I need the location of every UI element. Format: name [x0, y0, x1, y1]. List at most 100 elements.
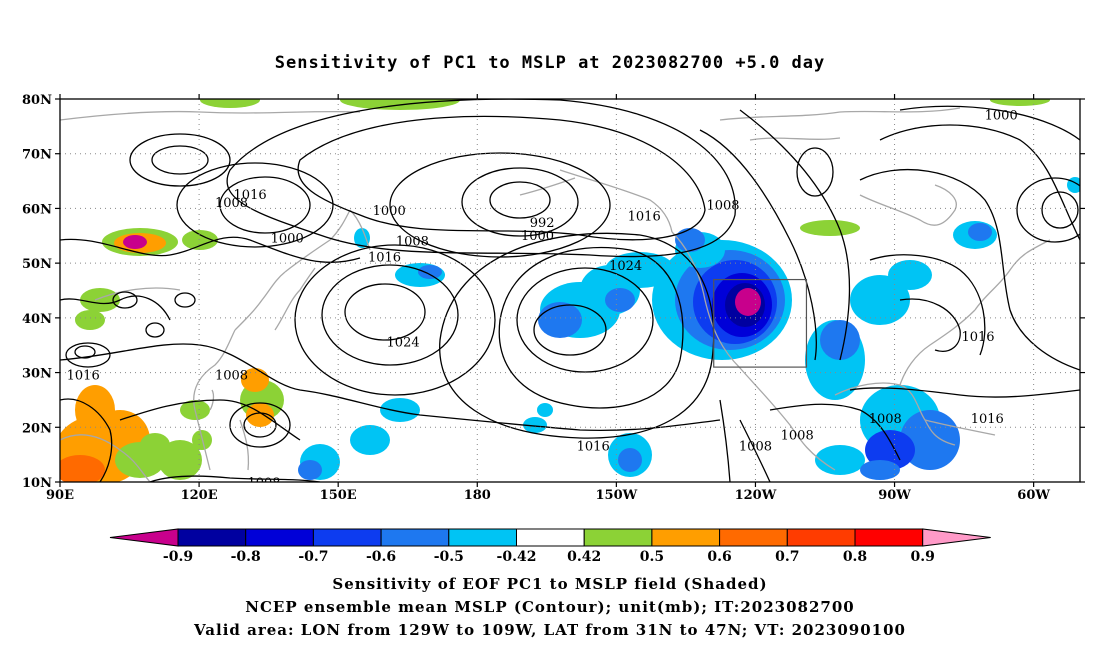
map-frame: [59, 98, 1081, 483]
colorbar-swatch: [312, 528, 382, 547]
contour-label: 1016: [961, 330, 994, 345]
shade-blob: [735, 288, 761, 316]
colorbar-swatch: [177, 528, 247, 547]
shade-blob: [340, 99, 460, 110]
caption-line-3: Valid area: LON from 129W to 109W, LAT f…: [193, 621, 906, 639]
colorbar-swatch: [854, 528, 924, 547]
contour-label: 1008: [739, 439, 772, 454]
shade-blob: [537, 403, 553, 417]
shade-blob: [140, 433, 170, 457]
colorbar-label: -0.6: [366, 549, 396, 565]
contour-label: 1024: [609, 259, 642, 274]
colorbar-label: 0.42: [567, 549, 601, 565]
shade-blob: [820, 320, 860, 360]
lat-label: 40N: [22, 312, 52, 327]
shade-blob: [80, 288, 120, 312]
caption-line-2: NCEP ensemble mean MSLP (Contour); unit(…: [245, 598, 854, 616]
shade-blob: [200, 99, 260, 108]
shade-blob: [418, 265, 442, 279]
contour-label: 1024: [387, 335, 420, 350]
shade-blob: [860, 460, 900, 480]
shade-blob: [888, 260, 932, 290]
colorbar-label: -0.8: [231, 549, 261, 565]
latitude-labels: 80N 70N 60N 50N 40N 30N 20N 10N: [22, 93, 52, 491]
lon-label: 120E: [181, 488, 218, 503]
lat-label: 10N: [22, 476, 52, 491]
shade-blob: [60, 455, 105, 482]
shade-blob: [298, 460, 322, 480]
shade-blob: [850, 275, 910, 325]
coastlines: [60, 107, 1051, 482]
lon-label: 150W: [595, 488, 637, 503]
colorbar-label: 0.8: [843, 549, 867, 565]
shade-blob: [605, 288, 635, 312]
contour-label: 1008: [706, 199, 739, 214]
shade-blob: [800, 220, 860, 236]
colorbar-label: -0.5: [434, 549, 464, 565]
shade-blob: [675, 228, 705, 252]
shade-blob: [182, 230, 218, 250]
shade-blob: [523, 417, 547, 433]
shade-blob: [354, 228, 370, 248]
colorbar-swatch: [380, 528, 450, 547]
colorbar-swatch: [448, 528, 517, 547]
contour-label: 1000: [985, 108, 1018, 123]
contour-label: 1008: [781, 428, 814, 443]
contour-labels: 1016100810001000992100010161008100810161…: [67, 108, 1018, 491]
axis-ticks: [55, 94, 1085, 487]
colorbar-swatch: [786, 528, 856, 547]
valid-area-box: [713, 278, 808, 368]
colorbar-swatch: [719, 528, 788, 547]
colorbar-label: 0.9: [911, 549, 935, 565]
colorbar-label: -0.9: [163, 549, 193, 565]
contour-label: 1000: [521, 229, 554, 244]
lon-label: 150E: [320, 488, 357, 503]
lat-label: 70N: [22, 148, 52, 163]
shade-blob: [123, 235, 147, 249]
lat-label: 50N: [22, 257, 52, 272]
shade-blob: [618, 448, 642, 472]
contour-label: 1016: [971, 412, 1004, 427]
lat-label: 20N: [22, 421, 52, 436]
shade-blob: [75, 310, 105, 330]
contour-label: 1008: [396, 234, 429, 249]
shade-blob: [990, 99, 1050, 106]
caption-line-1: Sensitivity of EOF PC1 to MSLP field (Sh…: [332, 575, 767, 593]
lat-label: 30N: [22, 367, 52, 382]
shade-blob: [815, 445, 865, 475]
contour-label: 1008: [869, 412, 902, 427]
lon-label: 180: [464, 488, 491, 503]
shade-blob: [380, 398, 420, 422]
colorbar-swatch: [516, 528, 585, 547]
shade-blob: [241, 368, 269, 392]
lon-label: 60W: [1017, 488, 1050, 503]
colorbar-swatch: [245, 528, 314, 547]
colorbar-arrow-right: [922, 528, 991, 547]
lat-lon-grid: [60, 99, 1080, 482]
colorbar-label: 0.6: [707, 549, 731, 565]
colorbar: -0.9 -0.8 -0.7 -0.6 -0.5 -0.42 0.42 0.5 0.6 0.7 0.…: [109, 528, 991, 565]
longitude-labels: 90E 120E 150E 180 150W 120W 90W 60W: [46, 488, 1050, 503]
colorbar-arrow-left: [109, 528, 179, 547]
chart-title: Sensitivity of PC1 to MSLP at 2023082700…: [275, 53, 826, 73]
lon-label: 90W: [878, 488, 911, 503]
contour-label: 1016: [628, 210, 661, 225]
contour-label: 1016: [577, 439, 610, 454]
contour-label: 1016: [234, 188, 267, 203]
contour-label: 1008: [215, 196, 248, 211]
colorbar-swatch: [583, 528, 653, 547]
lat-label: 60N: [22, 202, 52, 217]
contour-label: 1000: [373, 204, 406, 219]
sensitivity-shading: [60, 99, 1080, 482]
mslp-contours: [60, 99, 1080, 482]
contour-label: 1016: [67, 368, 100, 383]
contour-label: 992: [530, 216, 555, 231]
contour-label: 1016: [368, 251, 401, 266]
colorbar-label: -0.42: [497, 549, 537, 565]
contour-label: 1008: [247, 476, 280, 491]
shade-blob: [158, 440, 202, 480]
colorbar-label: 0.5: [640, 549, 664, 565]
colorbar-label: 0.7: [775, 549, 799, 565]
map-area: 1016100810001000992100010161008100810161…: [22, 93, 1085, 503]
shade-blob: [968, 223, 992, 241]
